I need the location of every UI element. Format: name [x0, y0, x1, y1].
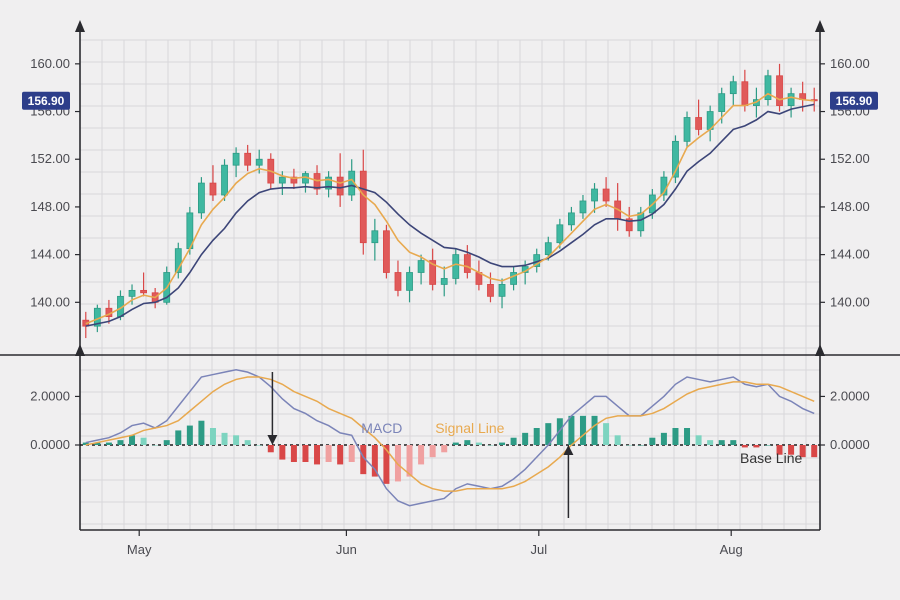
signal-label: Signal Line [435, 420, 504, 436]
chart-svg: 140.00 140.00 144.00 144.00 148.00 148.00 152.… [0, 0, 900, 600]
macd-ytick-right: 0.0000 [830, 437, 870, 452]
baseline-label: Base Line [740, 450, 802, 466]
price-ytick-left: 140.00 [30, 294, 70, 309]
macd-label: MACD [361, 420, 402, 436]
price-ytick-right: 148.00 [830, 199, 870, 214]
price-ytick-left: 152.00 [30, 151, 70, 166]
price-ytick-right: 140.00 [830, 294, 870, 309]
x-tick-label: May [127, 542, 152, 557]
chart-container: 140.00 140.00 144.00 144.00 148.00 148.00 152.… [0, 0, 900, 600]
price-ytick-left: 144.00 [30, 247, 70, 262]
x-tick-label: Aug [720, 542, 743, 557]
price-flag-text: 156.90 [836, 94, 873, 108]
price-ytick-left: 160.00 [30, 56, 70, 71]
price-ytick-right: 152.00 [830, 151, 870, 166]
x-tick-label: Jul [530, 542, 547, 557]
price-flag-text: 156.90 [28, 94, 65, 108]
macd-ytick-left: 0.0000 [30, 437, 70, 452]
macd-ytick-left: 2.0000 [30, 388, 70, 403]
price-ytick-right: 144.00 [830, 247, 870, 262]
macd-ytick-right: 2.0000 [830, 388, 870, 403]
price-ytick-right: 160.00 [830, 56, 870, 71]
price-ytick-left: 148.00 [30, 199, 70, 214]
x-tick-label: Jun [336, 542, 357, 557]
